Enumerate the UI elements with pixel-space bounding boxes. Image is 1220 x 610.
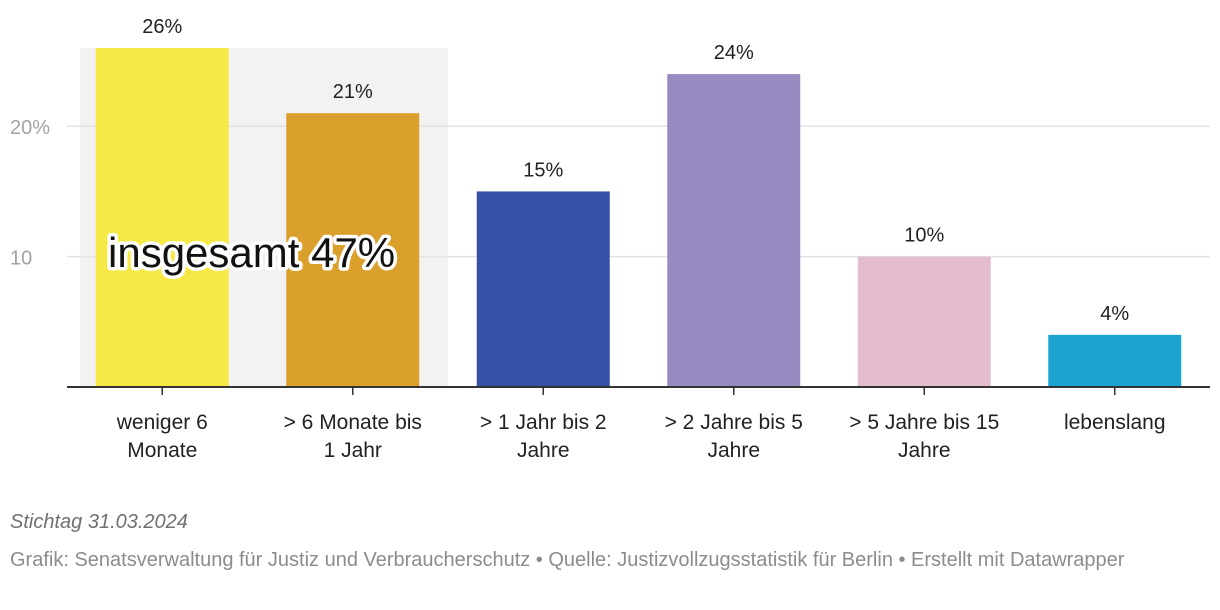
category-label: Jahre: [517, 439, 570, 462]
category-label: Jahre: [707, 439, 760, 462]
category-label: Monate: [127, 439, 197, 462]
category-label: > 1 Jahr bis 2: [480, 411, 607, 434]
category-label: Jahre: [898, 439, 951, 462]
value-label: 24%: [714, 42, 754, 64]
value-label: 21%: [333, 81, 373, 103]
y-tick-label: 20%: [10, 117, 50, 139]
category-label: lebenslang: [1064, 411, 1166, 434]
value-label: 26%: [142, 16, 182, 38]
bar-chart: 10 20% 26% weniger 6 Monate 21% > 6 Monate bis…: [10, 16, 1210, 462]
bar: [476, 191, 610, 387]
category-label: > 5 Jahre bis 15: [849, 411, 999, 434]
bar: [95, 48, 229, 387]
bar: [667, 74, 801, 388]
highlight-annotation: insgesamt 47%: [108, 229, 395, 276]
date-note: Stichtag 31.03.2024: [10, 511, 188, 533]
bar: [857, 256, 991, 387]
category-label: > 2 Jahre bis 5: [665, 411, 803, 434]
bar: [286, 113, 420, 387]
value-label: 4%: [1100, 303, 1129, 325]
source-credit: Grafik: Senatsverwaltung für Justiz und …: [10, 549, 1125, 571]
category-label: weniger 6: [116, 411, 208, 434]
value-label: 15%: [523, 159, 563, 181]
category-label: > 6 Monate bis: [284, 411, 422, 434]
bar: [1048, 334, 1182, 387]
y-tick-label: 10: [10, 248, 32, 270]
category-label: 1 Jahr: [324, 439, 382, 462]
value-label: 10%: [904, 225, 944, 247]
